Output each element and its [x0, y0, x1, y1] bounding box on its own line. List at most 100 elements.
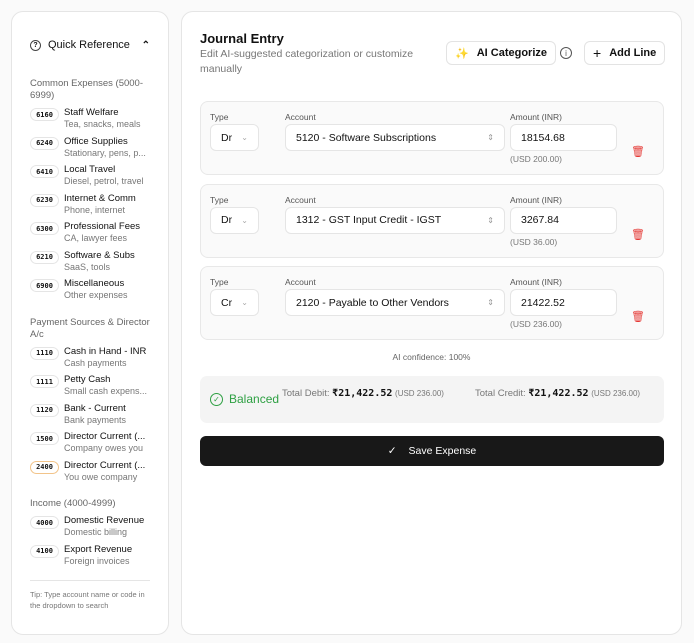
account-desc: Domestic billing	[64, 527, 128, 537]
account-name: Export Revenue	[64, 543, 133, 555]
account-item[interactable]: 1111 Petty Cash Small cash expens...	[30, 374, 150, 403]
type-label: Type	[210, 277, 229, 287]
check-circle-icon: ✓	[210, 392, 223, 406]
account-value: 2120 - Payable to Other Vendors	[296, 296, 449, 309]
account-code: 6240	[30, 136, 59, 150]
account-item[interactable]: 6210 Software & Subs SaaS, tools	[30, 250, 150, 279]
account-name: Internet & Comm	[64, 192, 136, 204]
account-item[interactable]: 6900 Miscellaneous Other expenses	[30, 278, 150, 307]
type-value: Dr	[221, 131, 233, 144]
account-name: Director Current (...	[64, 459, 146, 471]
account-desc: Phone, internet	[64, 204, 126, 215]
ai-categorize-button[interactable]: ✨ AI Categorize	[446, 41, 556, 65]
account-item[interactable]: 1110 Cash in Hand - INR Cash payments	[30, 346, 150, 375]
chevron-up-icon[interactable]: ⌃	[141, 39, 150, 51]
amount-input[interactable]: 3267.84	[510, 206, 617, 234]
account-item[interactable]: 6160 Staff Welfare Tea, snacks, meals	[30, 107, 150, 136]
sparkles-icon: ✨	[455, 47, 469, 60]
account-name: Software & Subs	[64, 249, 135, 261]
account-item[interactable]: 6240 Office Supplies Stationary, pens, p..…	[30, 136, 150, 165]
account-item[interactable]: 6230 Internet & Comm Phone, internet	[30, 193, 150, 222]
balance-summary: ✓ Balanced Total Debit: ₹21,422.52 (USD 2…	[200, 376, 664, 423]
amount-label: Amount (INR)	[510, 194, 562, 205]
amount-value: 18154.68	[521, 131, 565, 144]
type-select[interactable]: Dr ⌄	[210, 206, 259, 234]
account-select[interactable]: 1312 - GST Input Credit - IGST ⇕	[285, 206, 505, 234]
account-code: 6900	[30, 279, 59, 292]
account-name: Staff Welfare	[64, 107, 119, 118]
trash-icon[interactable]: 🗑	[631, 228, 645, 241]
account-item[interactable]: 1120 Bank - Current Bank payments	[30, 403, 150, 432]
chevron-down-icon: ⌄	[241, 298, 248, 307]
status-label: Balanced	[229, 392, 280, 406]
amount-label: Amount (INR)	[510, 112, 562, 122]
amount-label: Amount (INR)	[510, 277, 562, 287]
account-item[interactable]: 2400 Director Current (... You owe company	[30, 460, 150, 489]
trash-icon[interactable]: 🗑	[631, 311, 645, 323]
account-desc: SaaS, tools	[64, 261, 111, 272]
account-code: 6230	[30, 193, 59, 207]
account-name: Cash in Hand - INR	[64, 345, 147, 357]
account-code: 1500	[30, 432, 59, 445]
save-expense-button[interactable]: ✓ Save Expense	[200, 436, 664, 466]
credit-usd: (USD 236.00)	[591, 389, 641, 398]
add-line-button[interactable]: + Add Line	[584, 41, 666, 65]
account-desc: You owe company	[64, 471, 138, 482]
page-title: Journal Entry	[200, 31, 284, 46]
account-value: 1312 - GST Input Credit - IGST	[296, 214, 442, 226]
debit-usd: (USD 236.00)	[395, 389, 444, 398]
quick-reference-header[interactable]: ? Quick Reference ⌃	[30, 30, 150, 60]
account-code: 4100	[30, 544, 59, 558]
account-code: 4000	[30, 516, 59, 529]
ai-categorize-label: AI Categorize	[476, 47, 547, 59]
account-name: Domestic Revenue	[64, 515, 145, 526]
chevron-updown-icon: ⇕	[487, 298, 494, 307]
account-name: Local Travel	[64, 164, 116, 175]
chevron-down-icon: ⌄	[241, 215, 248, 225]
amount-input[interactable]: 18154.68	[510, 124, 617, 151]
section-heading: Common Expenses (5000-6999)	[30, 78, 143, 101]
account-item[interactable]: 6410 Local Travel Diesel, petrol, travel	[30, 164, 150, 193]
save-label: Save Expense	[408, 445, 477, 457]
type-select[interactable]: Cr ⌄	[210, 289, 259, 316]
journal-entry-panel: Journal Entry Edit AI-suggested categori…	[181, 11, 682, 635]
account-code: 2400	[30, 460, 59, 474]
account-name: Office Supplies	[64, 135, 128, 147]
usd-equivalent: (USD 236.00)	[510, 319, 562, 329]
info-icon[interactable]: i	[560, 47, 572, 59]
account-name: Bank - Current	[64, 402, 126, 414]
usd-equivalent: (USD 200.00)	[510, 154, 562, 164]
chevron-updown-icon: ⇕	[487, 133, 494, 142]
account-item[interactable]: 1500 Director Current (... Company owes yo…	[30, 431, 150, 460]
account-select[interactable]: 2120 - Payable to Other Vendors ⇕	[285, 289, 505, 316]
balanced-status: ✓ Balanced	[210, 392, 279, 406]
account-label: Account	[285, 112, 316, 122]
debit-value: ₹21,422.52	[332, 388, 393, 399]
account-desc: Foreign invoices	[64, 555, 130, 566]
account-item[interactable]: 4100 Export Revenue Foreign invoices	[30, 544, 150, 573]
account-code: 1110	[30, 346, 59, 360]
section-heading: Income (4000-4999)	[30, 498, 116, 509]
help-icon: ?	[30, 39, 41, 51]
account-select[interactable]: 5120 - Software Subscriptions ⇕	[285, 124, 505, 151]
account-code: 6410	[30, 165, 59, 178]
journal-line: Type Account Amount (INR) Dr ⌄ 1312 - GST…	[200, 183, 664, 258]
account-item[interactable]: 6300 Professional Fees CA, lawyer fees	[30, 221, 150, 250]
account-desc: Company owes you	[64, 443, 144, 453]
account-item[interactable]: 4000 Domestic Revenue Domestic billing	[30, 515, 150, 544]
amount-input[interactable]: 21422.52	[510, 289, 617, 316]
type-value: Dr	[221, 214, 233, 226]
account-desc: CA, lawyer fees	[64, 233, 128, 243]
type-select[interactable]: Dr ⌄	[210, 124, 259, 151]
amount-value: 3267.84	[521, 214, 559, 226]
plus-icon: +	[593, 45, 602, 61]
journal-line: Type Account Amount (INR) Cr ⌄ 2120 - Pay…	[200, 266, 664, 340]
trash-icon[interactable]: 🗑	[631, 146, 645, 158]
credit-label: Total Credit:	[475, 388, 526, 399]
amount-value: 21422.52	[521, 296, 565, 309]
journal-line: Type Account Amount (INR) Dr ⌄ 5120 - Sof…	[200, 101, 664, 175]
account-desc: Stationary, pens, p...	[64, 147, 146, 158]
account-desc: Other expenses	[64, 290, 128, 300]
account-desc: Cash payments	[64, 357, 127, 368]
account-desc: Bank payments	[64, 414, 127, 425]
